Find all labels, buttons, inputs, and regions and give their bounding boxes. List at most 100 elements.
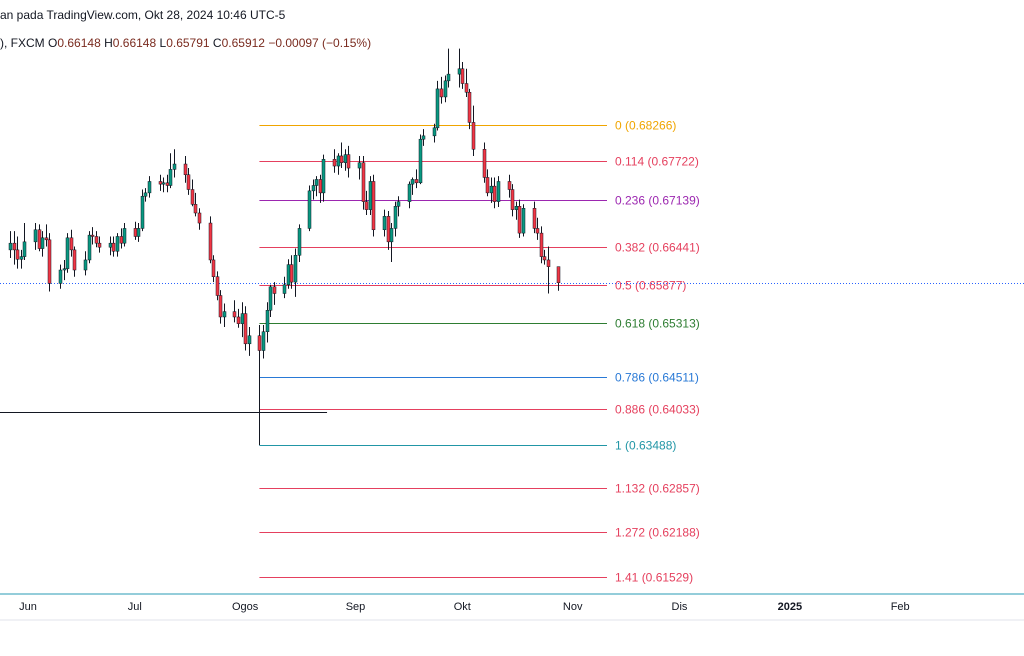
candle-down <box>510 189 515 210</box>
candle-up <box>136 228 141 237</box>
candle-up <box>87 234 92 261</box>
candle-up <box>19 256 24 260</box>
candle-up <box>314 179 319 186</box>
candle-down <box>272 286 277 294</box>
close-label: C <box>212 36 222 50</box>
low-label: L <box>159 36 167 50</box>
candle-down <box>183 163 188 176</box>
candle-up <box>311 185 316 192</box>
candle-down <box>386 216 391 243</box>
candle-up <box>389 228 394 243</box>
time-axis-label: Sep <box>346 601 366 613</box>
candle-down <box>158 181 163 185</box>
candle-up <box>282 284 287 294</box>
candle-up <box>489 185 494 194</box>
candle-up <box>8 242 13 251</box>
candle-up <box>435 88 440 129</box>
candle-up <box>268 286 273 311</box>
candle-up <box>432 127 437 137</box>
candle-down <box>517 206 522 234</box>
candle-down <box>467 91 472 123</box>
candle-down <box>339 155 344 163</box>
candle-down <box>318 179 323 194</box>
candle-down <box>208 222 213 261</box>
candle-down <box>492 185 497 202</box>
candle-down <box>542 256 547 261</box>
candle-down <box>72 249 77 271</box>
candle-up <box>396 201 401 207</box>
candle-up <box>521 208 526 234</box>
candle-down <box>464 83 469 93</box>
candle-up <box>418 138 423 184</box>
candle-down <box>111 242 116 252</box>
candle-down <box>190 189 195 205</box>
time-axis-label: Jul <box>128 601 142 613</box>
candle-down <box>165 182 170 186</box>
candle-up <box>382 216 387 231</box>
time-axis[interactable]: Jun Jul Ogos Sep Okt Nov Dis 2025 Feb <box>19 601 910 613</box>
candle-down <box>193 204 198 214</box>
candle-up <box>115 236 120 252</box>
ohlc-readout: ), FXCM O0.66148 H0.66148 L0.65791 C0.65… <box>0 36 371 50</box>
candle-up <box>240 313 245 324</box>
symbol-prefix: ), FXCM <box>0 36 45 50</box>
candle-up <box>168 169 173 186</box>
time-axis-label: Jun <box>19 601 37 613</box>
candle-up <box>33 229 38 243</box>
candle-down <box>482 149 487 178</box>
candle-up <box>143 192 148 197</box>
candle-down <box>218 295 223 318</box>
time-axis-label: Dis <box>672 601 688 613</box>
candle-down <box>215 276 220 296</box>
candle-up <box>321 159 326 194</box>
candle-down <box>186 174 191 190</box>
close-value: 0.65912 <box>221 36 265 50</box>
candle-down <box>44 237 49 241</box>
candle-up <box>297 228 302 256</box>
fib-retracement[interactable]: 0 (0.68266) 0.114 (0.67722) 0.236 (0.67139… <box>259 119 700 585</box>
fib-level-label: 1.41 (0.61529) <box>615 571 693 585</box>
candle-down <box>460 68 465 84</box>
candle-up <box>343 154 348 163</box>
candle-up <box>261 331 266 351</box>
candle-down <box>414 179 419 184</box>
candle-up <box>161 182 166 185</box>
candle-down <box>97 242 102 248</box>
candle-up <box>368 181 373 210</box>
chart-header: an pada TradingView.com, Okt 28, 2024 10… <box>0 8 285 22</box>
candle-up <box>457 68 462 75</box>
fib-level-label: 0 (0.68266) <box>615 119 676 133</box>
fib-level-label: 0.618 (0.65313) <box>615 317 700 331</box>
open-value: 0.66148 <box>57 36 101 50</box>
candle-down <box>37 229 42 249</box>
time-axis-label: Ogos <box>232 601 259 613</box>
candle-down <box>364 201 369 210</box>
fib-level-label: 1.132 (0.62857) <box>615 482 700 496</box>
candle-up <box>147 181 152 194</box>
candle-up <box>83 259 88 271</box>
candle-down <box>485 177 490 194</box>
candle-down <box>535 228 540 234</box>
candle-up <box>336 155 341 167</box>
candle-down <box>211 259 216 277</box>
candle-up <box>22 241 27 257</box>
candle-up <box>265 310 270 332</box>
candle-up <box>108 242 113 248</box>
chart-title: an pada TradingView.com, Okt 28, 2024 10… <box>0 8 286 22</box>
candle-up <box>393 206 398 229</box>
candle-up <box>514 206 519 210</box>
candle-down <box>119 236 124 244</box>
candle-down <box>232 311 237 318</box>
candle-down <box>257 335 262 351</box>
fib-level-label: 0.5 (0.65877) <box>615 279 686 293</box>
candle-up <box>407 183 412 202</box>
time-axis-label: Okt <box>454 601 471 613</box>
fib-level-label: 0.886 (0.64033) <box>615 403 700 417</box>
candle-up <box>496 181 501 202</box>
candle-down <box>361 162 366 202</box>
candle-up <box>443 80 448 98</box>
candle-down <box>94 236 99 244</box>
candle-down <box>90 234 95 237</box>
fib-level-label: 0.114 (0.67722) <box>615 155 699 169</box>
